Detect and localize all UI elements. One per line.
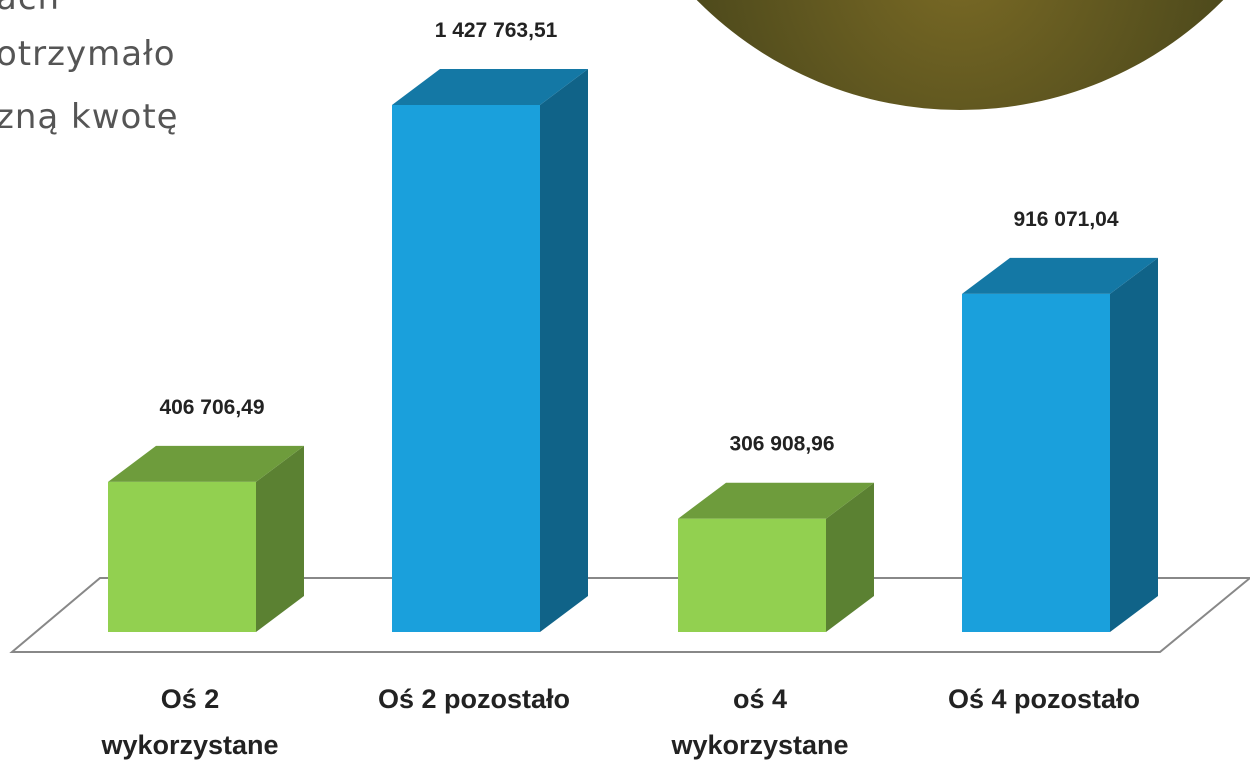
heading-line: otrzymało <box>0 34 176 74</box>
value-label: 406 706,49 <box>159 396 264 419</box>
page: 406 706,49 1 427 763,51 306 908,96 916 071,… <box>0 0 1250 766</box>
bar <box>108 482 256 632</box>
bar <box>678 519 826 632</box>
heading-line: ach <box>0 0 60 18</box>
category-label: Oś 2 pozostało <box>324 676 624 722</box>
category-label: Oś 2 wykorzystane <box>80 676 300 766</box>
bar <box>962 294 1110 632</box>
category-label: oś 4 wykorzystane <box>650 676 870 766</box>
category-label: Oś 4 pozostało <box>894 676 1194 722</box>
bar-side <box>1110 258 1158 632</box>
value-label: 916 071,04 <box>1013 208 1118 231</box>
bar-side <box>540 69 588 632</box>
value-label: 306 908,96 <box>729 433 834 456</box>
value-label: 1 427 763,51 <box>435 19 558 42</box>
photo-circle <box>590 0 1250 110</box>
heading-line: zną kwotę <box>0 97 179 137</box>
bar <box>392 105 540 632</box>
chart: 406 706,49 1 427 763,51 306 908,96 916 071,… <box>0 0 1250 766</box>
